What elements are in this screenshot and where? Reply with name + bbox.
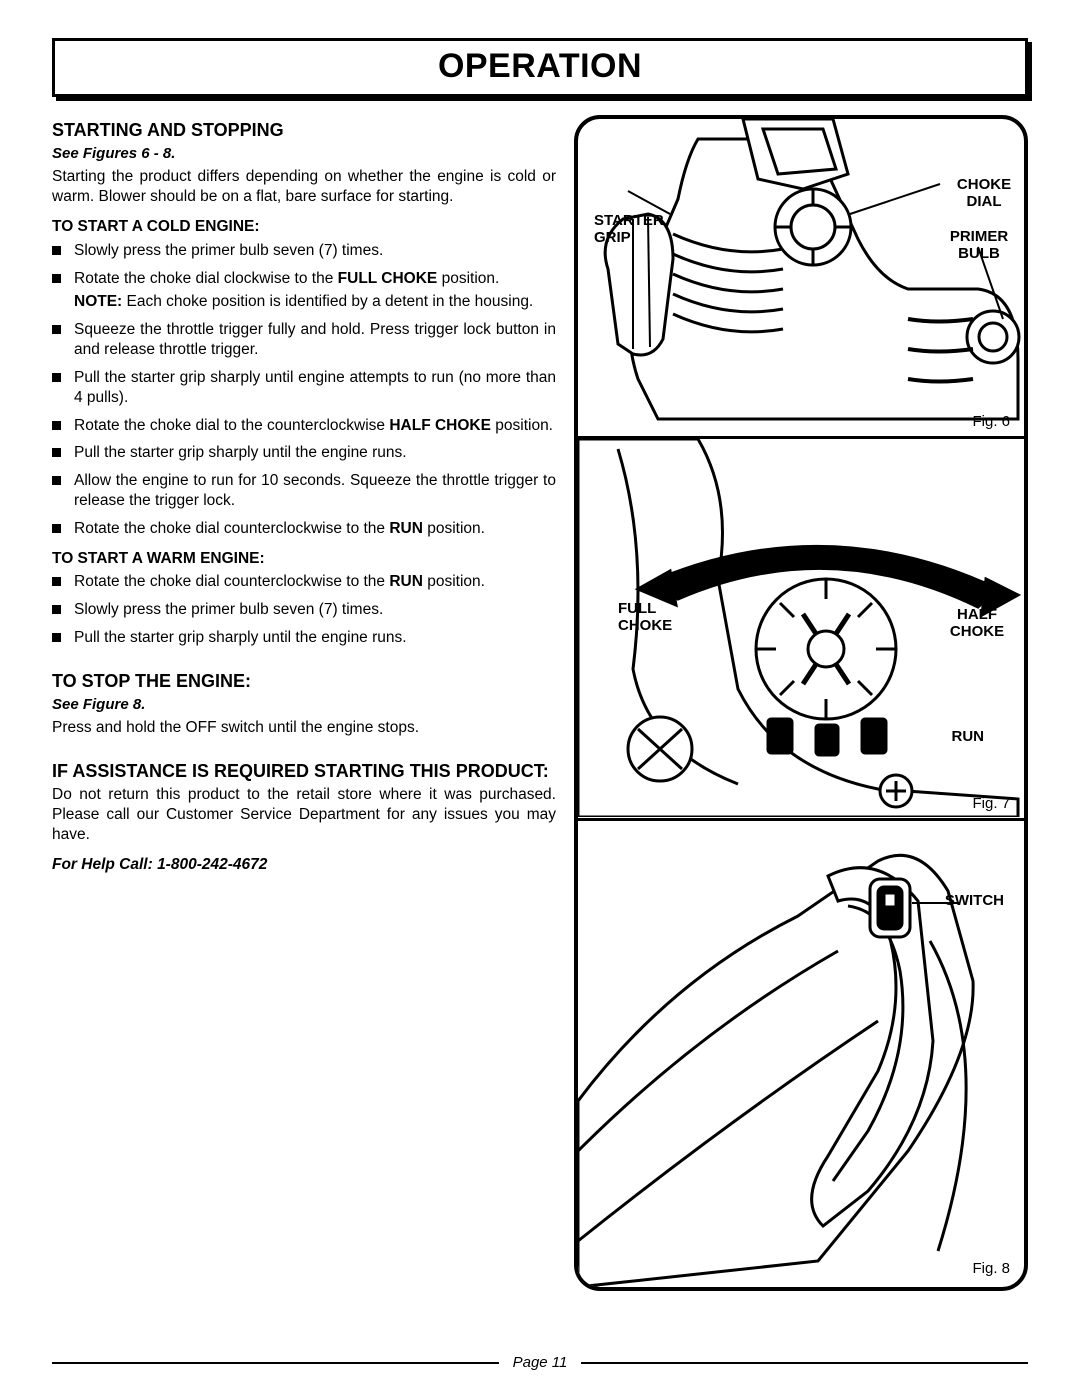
list-item: Rotate the choke dial counterclockwise t… [52,572,556,592]
figure-8-panel: SWITCH Fig. 8 [578,821,1024,1287]
list-item: Squeeze the throttle trigger fully and h… [52,320,556,360]
help-phone: For Help Call: 1-800-242-4672 [52,855,556,875]
label-primer-bulb: PRIMER BULB [944,229,1014,262]
list-item: Pull the starter grip sharply until engi… [52,368,556,408]
list-item: Rotate the choke dial to the countercloc… [52,416,556,436]
label-starter-grip: STARTER GRIP [594,213,674,246]
heading-stop-engine: TO STOP THE ENGINE: [52,670,556,693]
label-full-choke: FULL CHOKE [618,601,678,634]
figure-8-caption: Fig. 8 [972,1260,1010,1277]
stop-paragraph: Press and hold the OFF switch until the … [52,718,556,738]
list-item: Allow the engine to run for 10 seconds. … [52,471,556,511]
figure-7-panel: FULL CHOKE HALF CHOKE RUN Fig. 7 [578,439,1024,821]
section-title-box: OPERATION [52,38,1028,97]
label-run: RUN [952,729,985,746]
section-title: OPERATION [55,47,1025,86]
note-choke-detent: NOTE: Each choke position is identified … [52,292,556,312]
list-item: Rotate the choke dial clockwise to the F… [52,269,556,289]
figure-6-caption: Fig. 6 [972,413,1010,430]
heading-start-stop: STARTING AND STOPPING [52,119,556,142]
subhead-warm: TO START A WARM ENGINE: [52,549,556,569]
assist-paragraph: Do not return this product to the retail… [52,785,556,844]
cold-engine-list: Slowly press the primer bulb seven (7) t… [52,241,556,289]
list-item: Slowly press the primer bulb seven (7) t… [52,600,556,620]
content-columns: STARTING AND STOPPING See Figures 6 - 8.… [52,115,1028,1291]
figure-column: STARTER GRIP CHOKE DIAL PRIMER BULB Fig.… [574,115,1028,1291]
figure-8-illustration [578,821,1024,1287]
footer-rule-left [52,1362,499,1364]
figure-6-illustration [578,119,1024,435]
warm-engine-list: Rotate the choke dial counterclockwise t… [52,572,556,647]
list-item: Slowly press the primer bulb seven (7) t… [52,241,556,261]
subhead-cold: TO START A COLD ENGINE: [52,217,556,237]
label-switch: SWITCH [945,893,1004,910]
page-number: Page 11 [513,1354,568,1371]
page-frame: OPERATION STARTING AND STOPPING See Figu… [52,38,1028,1367]
list-item: Pull the starter grip sharply until the … [52,628,556,648]
list-item: Rotate the choke dial counterclockwise t… [52,519,556,539]
heading-assistance: IF ASSISTANCE IS REQUIRED STARTING THIS … [52,760,556,783]
footer-rule-right [581,1362,1028,1364]
figure-7-caption: Fig. 7 [972,795,1010,812]
label-choke-dial: CHOKE DIAL [954,177,1014,210]
see-figure-8: See Figure 8. [52,695,556,714]
list-item: Pull the starter grip sharply until the … [52,443,556,463]
label-half-choke: HALF CHOKE [948,607,1006,640]
page-footer: Page 11 [52,1354,1028,1371]
see-figures-6-8: See Figures 6 - 8. [52,144,556,163]
intro-paragraph: Starting the product differs depending o… [52,167,556,207]
figure-6-panel: STARTER GRIP CHOKE DIAL PRIMER BULB Fig.… [578,119,1024,439]
text-column: STARTING AND STOPPING See Figures 6 - 8.… [52,115,556,1291]
cold-engine-list-cont: Squeeze the throttle trigger fully and h… [52,320,556,538]
